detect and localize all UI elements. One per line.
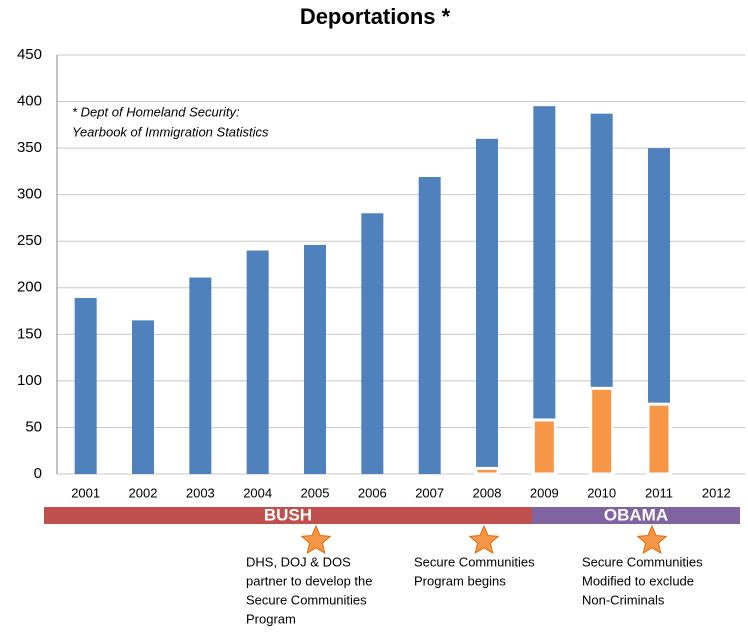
- star: [300, 524, 332, 555]
- bar: [589, 386, 615, 476]
- x-tick-label: 2001: [71, 485, 100, 500]
- annotation: Secure Communities: [246, 592, 367, 607]
- bar: [246, 250, 269, 474]
- period-bar: [532, 507, 740, 524]
- bar: [531, 418, 557, 476]
- star: [636, 524, 668, 555]
- x-tick-label: 2005: [301, 485, 330, 500]
- bar: [361, 213, 384, 475]
- bar: [533, 106, 556, 474]
- annotation: Non-Criminals: [582, 592, 665, 607]
- x-tick-label: 2012: [702, 485, 731, 500]
- x-tick-label: 2002: [129, 485, 158, 500]
- x-tick-label: 2006: [358, 485, 387, 500]
- y-tick-label: 400: [17, 93, 42, 110]
- annotation: Program: [246, 611, 296, 626]
- bar: [304, 244, 326, 474]
- x-tick-label: 2009: [530, 485, 559, 500]
- bar: [418, 176, 441, 474]
- x-tick-label: 2004: [243, 485, 272, 500]
- star: [468, 524, 500, 555]
- period-label: BUSH: [264, 505, 312, 524]
- y-tick-label: 300: [17, 186, 42, 203]
- x-tick-label: 2007: [415, 485, 444, 500]
- y-tick-label: 250: [17, 232, 42, 249]
- x-tick-label: 2003: [186, 485, 215, 500]
- period-label: OBAMA: [604, 505, 668, 524]
- bar: [189, 277, 212, 474]
- x-tick-label: 2011: [645, 485, 673, 500]
- bar: [476, 138, 498, 475]
- annotation: DHS, DOJ & DOS: [246, 554, 351, 569]
- bar: [474, 466, 500, 476]
- chart-title: Deportations *: [300, 4, 451, 29]
- bar: [646, 402, 672, 476]
- note: Yearbook of Immigration Statistics: [72, 124, 269, 139]
- annotation: Program begins: [414, 573, 506, 588]
- annotation: Secure Communities: [414, 554, 535, 569]
- y-tick-label: 150: [17, 325, 42, 342]
- y-tick-label: 350: [17, 139, 42, 156]
- bar: [648, 148, 670, 474]
- annotation: partner to develop the: [246, 573, 372, 588]
- y-tick-label: 100: [17, 372, 42, 389]
- y-tick-label: 450: [17, 46, 42, 63]
- x-tick-label: 2008: [473, 485, 502, 500]
- y-tick-label: 50: [25, 418, 42, 435]
- y-tick-label: 0: [34, 465, 42, 482]
- bar: [590, 113, 613, 474]
- period-bar: [44, 507, 532, 524]
- bar: [132, 320, 154, 474]
- x-tick-label: 2010: [587, 485, 616, 500]
- annotation: Modified to exclude: [582, 573, 694, 588]
- y-tick-label: 200: [17, 279, 42, 296]
- note: * Dept of Homeland Security:: [72, 104, 240, 119]
- annotation: Secure Communities: [582, 554, 703, 569]
- bar: [74, 298, 97, 474]
